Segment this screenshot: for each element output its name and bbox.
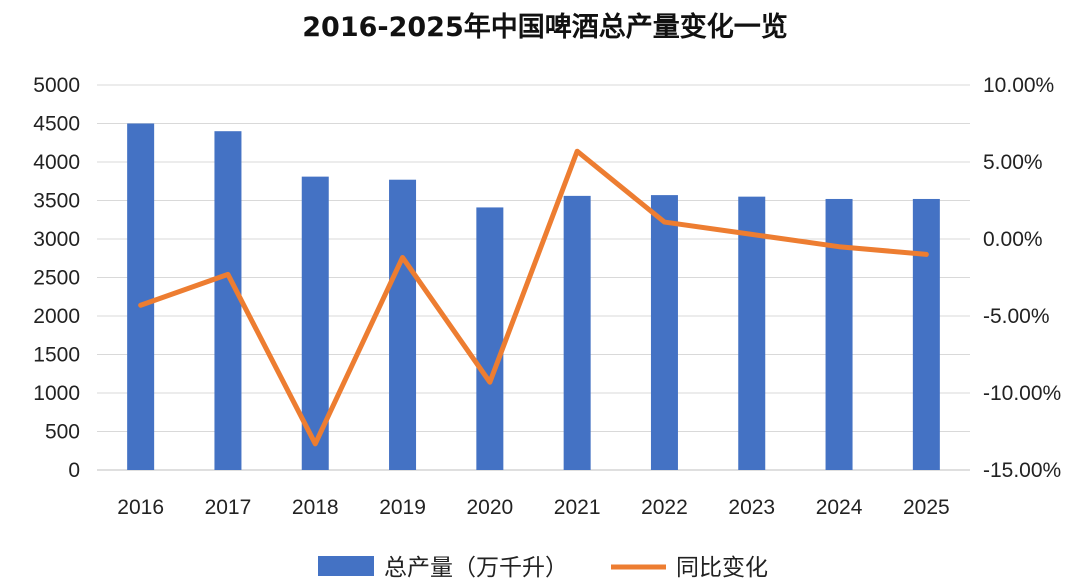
x-tick-label: 2022 bbox=[641, 496, 688, 519]
bar-series bbox=[127, 123, 940, 471]
y-right-tick-label: 0.00% bbox=[983, 228, 1043, 251]
x-tick-label: 2020 bbox=[466, 496, 513, 519]
x-tick-label: 2024 bbox=[816, 496, 863, 519]
y-right-tick-label: 10.00% bbox=[983, 74, 1054, 97]
bar bbox=[738, 196, 766, 470]
y-right-tick-label: 5.00% bbox=[983, 151, 1043, 174]
legend-bar-swatch bbox=[318, 556, 374, 576]
legend: 总产量（万千升） 同比变化 bbox=[318, 555, 768, 581]
y-right-tick-label: -5.00% bbox=[983, 305, 1050, 328]
line-series bbox=[138, 148, 929, 447]
x-tick-label: 2017 bbox=[205, 496, 252, 519]
bar bbox=[650, 195, 678, 471]
line-path bbox=[138, 148, 929, 447]
y-right-tick-label: -15.00% bbox=[983, 459, 1061, 482]
bar bbox=[825, 198, 853, 470]
y-left-tick-label: 5000 bbox=[33, 74, 80, 97]
y-left-tick-label: 2000 bbox=[33, 305, 80, 328]
x-axis: 2016 2017 2018 2019 2020 2021 2022 2023 2024 2025 bbox=[117, 496, 949, 519]
left-axis: 0 500 1000 1500 2000 2500 3000 3500 4000 4500 5000 bbox=[33, 74, 80, 482]
x-tick-label: 2021 bbox=[554, 496, 601, 519]
x-tick-label: 2023 bbox=[728, 496, 775, 519]
x-tick-label: 2025 bbox=[903, 496, 950, 519]
x-tick-label: 2019 bbox=[379, 496, 426, 519]
y-left-tick-label: 2500 bbox=[33, 267, 80, 290]
y-left-tick-label: 1500 bbox=[33, 344, 80, 367]
bar bbox=[214, 131, 242, 470]
legend-bar-label: 总产量（万千升） bbox=[384, 555, 568, 581]
chart-title: 2016-2025年中国啤酒总产量变化一览 bbox=[302, 11, 788, 43]
bar bbox=[563, 195, 591, 470]
y-left-tick-label: 500 bbox=[45, 421, 80, 444]
y-left-tick-label: 3500 bbox=[33, 190, 80, 213]
y-right-tick-label: -10.00% bbox=[983, 382, 1061, 405]
grid bbox=[97, 84, 970, 471]
bar bbox=[476, 207, 504, 470]
x-tick-label: 2016 bbox=[117, 496, 164, 519]
right-axis: -15.00% -10.00% -5.00% 0.00% 5.00% 10.00% bbox=[983, 74, 1061, 482]
bar bbox=[127, 123, 155, 470]
bar bbox=[912, 198, 940, 470]
bar bbox=[389, 179, 417, 470]
y-left-tick-label: 0 bbox=[68, 459, 80, 482]
x-tick-label: 2018 bbox=[292, 496, 339, 519]
y-left-tick-label: 4500 bbox=[33, 113, 80, 136]
legend-line-label: 同比变化 bbox=[676, 555, 768, 581]
y-left-tick-label: 4000 bbox=[33, 151, 80, 174]
y-left-tick-label: 3000 bbox=[33, 228, 80, 251]
y-left-tick-label: 1000 bbox=[33, 382, 80, 405]
